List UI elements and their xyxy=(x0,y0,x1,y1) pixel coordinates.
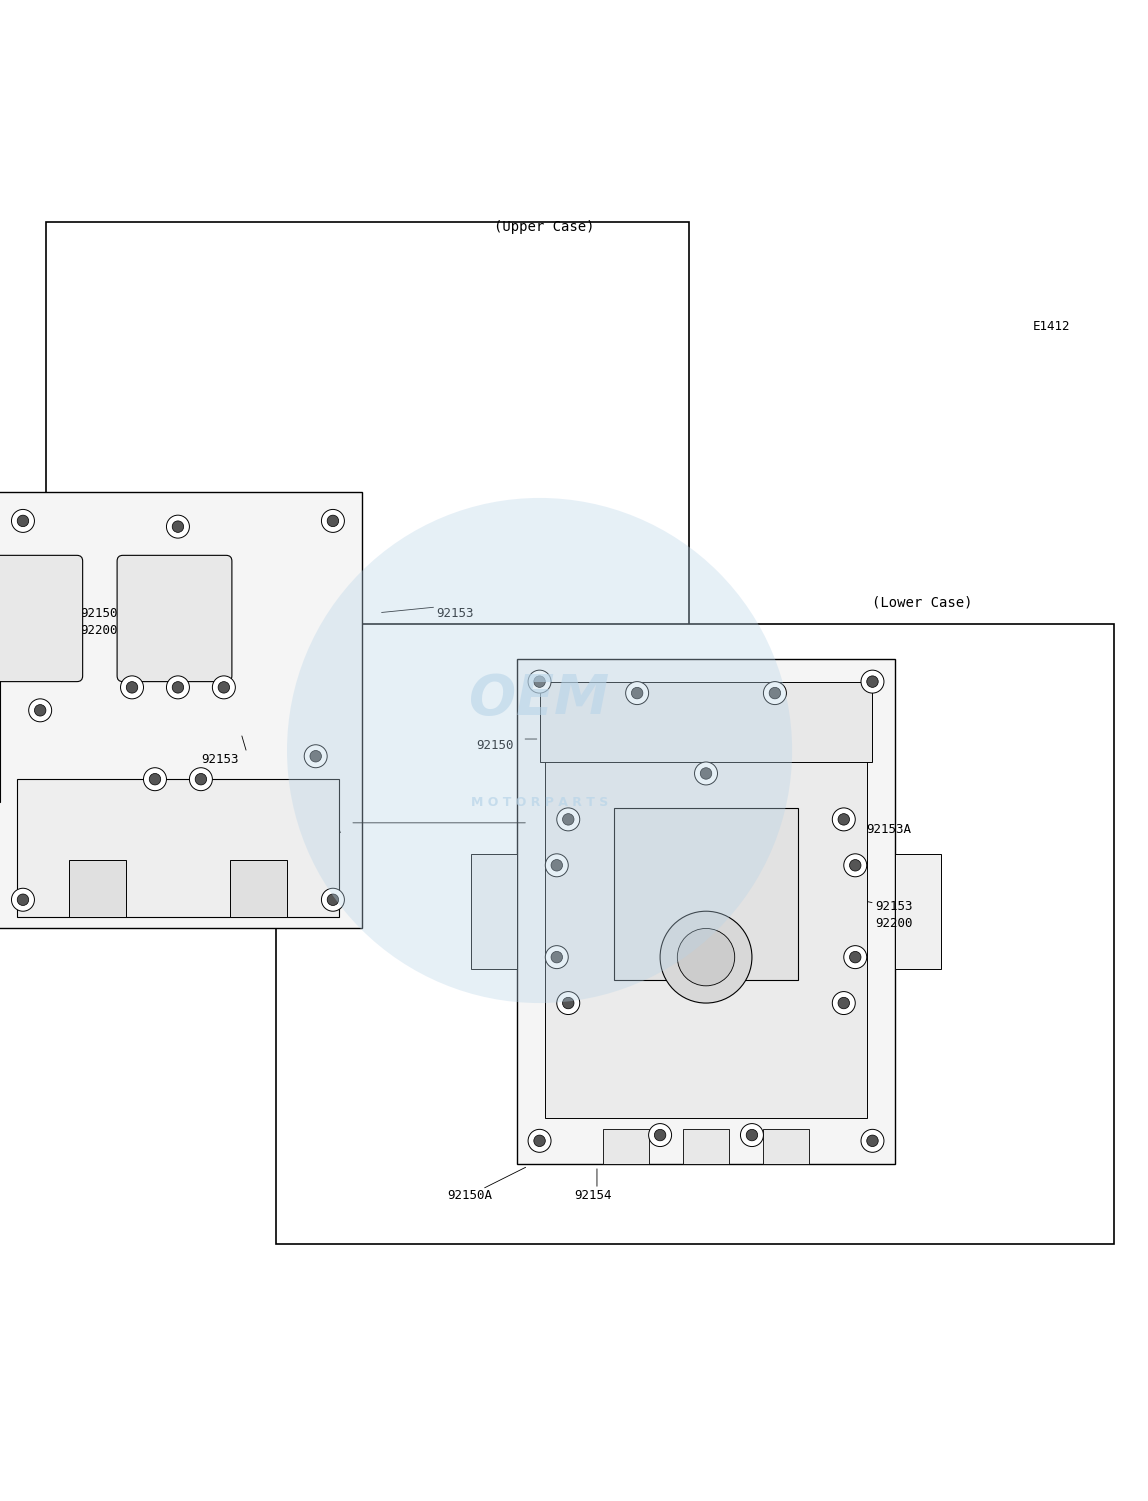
Bar xyxy=(683,1129,729,1163)
Circle shape xyxy=(867,675,878,687)
Circle shape xyxy=(660,911,752,1003)
Circle shape xyxy=(551,860,563,871)
Circle shape xyxy=(677,929,735,986)
Text: 92154: 92154 xyxy=(574,1189,612,1202)
Bar xyxy=(603,1129,649,1163)
Bar xyxy=(540,681,872,763)
Circle shape xyxy=(626,681,649,704)
Circle shape xyxy=(654,1129,666,1141)
Circle shape xyxy=(172,681,184,693)
Bar xyxy=(276,624,1114,1244)
Text: (Upper Case): (Upper Case) xyxy=(494,221,595,234)
Circle shape xyxy=(528,669,551,693)
Bar xyxy=(763,1129,809,1163)
Circle shape xyxy=(551,952,563,962)
Bar xyxy=(230,860,287,917)
Circle shape xyxy=(563,814,574,826)
Circle shape xyxy=(838,997,850,1009)
Circle shape xyxy=(287,498,792,1003)
Circle shape xyxy=(861,669,884,693)
Circle shape xyxy=(563,997,574,1009)
Circle shape xyxy=(17,515,29,527)
Circle shape xyxy=(166,515,189,539)
Text: 92150A: 92150A xyxy=(448,1189,492,1202)
Circle shape xyxy=(144,767,166,791)
Circle shape xyxy=(310,750,321,763)
Bar xyxy=(69,860,126,917)
Circle shape xyxy=(850,860,861,871)
Circle shape xyxy=(557,808,580,832)
Circle shape xyxy=(534,675,545,687)
Circle shape xyxy=(212,675,235,699)
Text: 92200: 92200 xyxy=(80,624,118,638)
Text: 92153A: 92153A xyxy=(867,823,912,836)
Bar xyxy=(614,808,798,980)
Circle shape xyxy=(631,687,643,699)
Text: M O T O R P A R T S: M O T O R P A R T S xyxy=(471,796,608,809)
Circle shape xyxy=(321,509,344,533)
Circle shape xyxy=(166,675,189,699)
Circle shape xyxy=(29,699,52,722)
Circle shape xyxy=(304,744,327,767)
Circle shape xyxy=(557,992,580,1015)
Text: 92153A: 92153A xyxy=(296,823,341,836)
Circle shape xyxy=(121,675,144,699)
Circle shape xyxy=(11,889,34,911)
Circle shape xyxy=(850,952,861,962)
Circle shape xyxy=(746,1129,758,1141)
Circle shape xyxy=(327,515,339,527)
Circle shape xyxy=(528,1129,551,1153)
Circle shape xyxy=(545,854,568,877)
Circle shape xyxy=(844,946,867,968)
Circle shape xyxy=(832,808,855,832)
Circle shape xyxy=(195,773,207,785)
Circle shape xyxy=(740,1124,763,1147)
Text: 92153: 92153 xyxy=(201,754,239,766)
Circle shape xyxy=(838,814,850,826)
Circle shape xyxy=(321,889,344,911)
Circle shape xyxy=(649,1124,672,1147)
Bar xyxy=(517,659,895,1163)
Circle shape xyxy=(11,509,34,533)
Circle shape xyxy=(34,704,46,716)
Circle shape xyxy=(218,681,230,693)
Circle shape xyxy=(769,687,781,699)
Circle shape xyxy=(327,895,339,905)
FancyBboxPatch shape xyxy=(117,555,232,681)
Bar xyxy=(0,492,362,929)
Bar xyxy=(17,779,339,917)
Circle shape xyxy=(545,946,568,968)
FancyBboxPatch shape xyxy=(0,555,83,681)
Circle shape xyxy=(867,1135,878,1147)
Circle shape xyxy=(126,681,138,693)
Circle shape xyxy=(172,521,184,533)
Text: 92153: 92153 xyxy=(436,606,474,620)
Bar xyxy=(46,222,689,785)
Text: 92150: 92150 xyxy=(476,738,514,752)
Circle shape xyxy=(844,854,867,877)
Circle shape xyxy=(763,681,786,704)
Text: E1412: E1412 xyxy=(1033,320,1071,333)
Circle shape xyxy=(861,1129,884,1153)
Circle shape xyxy=(17,895,29,905)
Circle shape xyxy=(534,1135,545,1147)
Bar xyxy=(471,854,517,968)
Text: 92151: 92151 xyxy=(683,699,721,711)
Text: OEM: OEM xyxy=(470,672,610,726)
Circle shape xyxy=(832,992,855,1015)
Circle shape xyxy=(149,773,161,785)
Circle shape xyxy=(189,767,212,791)
Bar xyxy=(895,854,941,968)
Circle shape xyxy=(700,767,712,779)
Circle shape xyxy=(695,763,718,785)
Text: 92200: 92200 xyxy=(875,917,913,931)
Text: 92150A: 92150A xyxy=(80,606,125,620)
Bar xyxy=(545,750,867,1118)
Text: 92153: 92153 xyxy=(875,899,913,913)
Text: (Lower Case): (Lower Case) xyxy=(872,596,974,609)
